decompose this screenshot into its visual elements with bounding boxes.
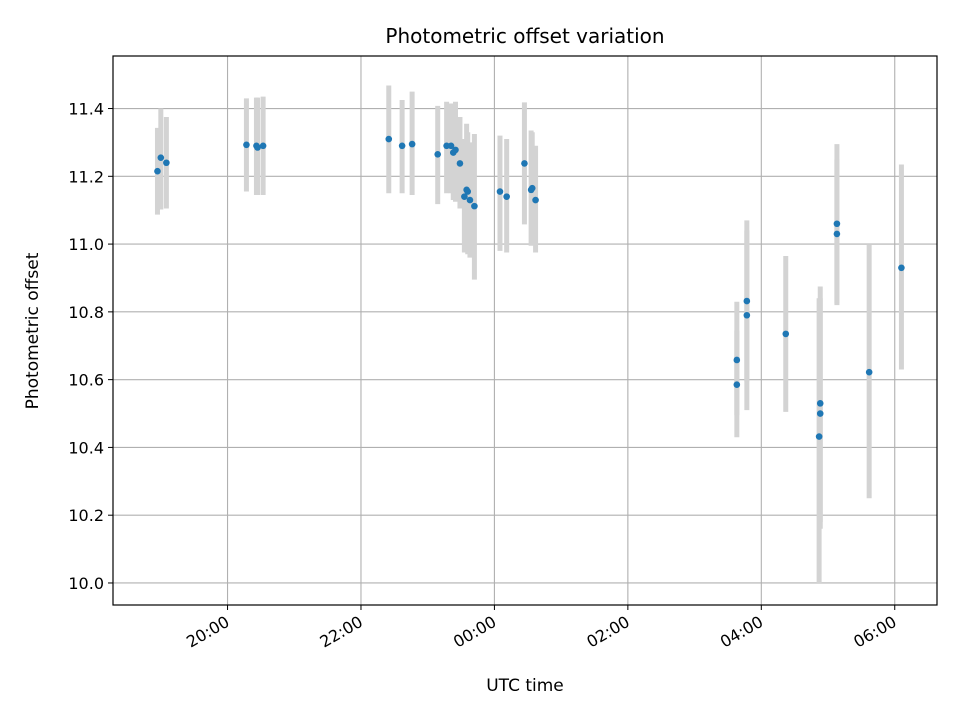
y-tick-label: 10.0 bbox=[68, 574, 104, 593]
data-point bbox=[456, 160, 464, 167]
data-point bbox=[157, 154, 165, 161]
data-point bbox=[452, 146, 459, 154]
data-point bbox=[398, 142, 406, 150]
y-tick-label: 10.4 bbox=[68, 438, 104, 457]
data-point bbox=[471, 202, 478, 210]
data-point bbox=[461, 193, 468, 200]
data-point bbox=[782, 330, 790, 338]
data-point bbox=[833, 220, 841, 228]
data-point bbox=[898, 264, 905, 272]
data-point bbox=[163, 159, 170, 167]
data-point bbox=[743, 297, 751, 305]
y-tick-label: 11.0 bbox=[68, 235, 104, 254]
data-point bbox=[464, 188, 472, 195]
y-tick-label: 10.2 bbox=[68, 506, 104, 525]
data-point bbox=[528, 184, 536, 192]
data-point bbox=[743, 311, 751, 319]
y-tick-label: 11.2 bbox=[68, 167, 104, 186]
data-point bbox=[816, 400, 824, 407]
data-point bbox=[532, 196, 539, 204]
data-point bbox=[833, 230, 841, 238]
x-axis-label: UTC time bbox=[486, 676, 564, 696]
data-point bbox=[733, 381, 741, 389]
plot-frame bbox=[112, 55, 938, 606]
data-point bbox=[733, 356, 741, 364]
data-point bbox=[447, 142, 455, 150]
data-point bbox=[408, 140, 416, 148]
y-axis: 10.0 10.2 10.4 10.6 10.8 11.0 11.2 11.4 bbox=[68, 100, 113, 593]
chart-title: Photometric offset variation bbox=[385, 24, 664, 48]
y-axis-label: Photometric offset bbox=[23, 252, 43, 409]
data-point bbox=[815, 433, 823, 440]
data-point bbox=[816, 410, 824, 417]
data-point bbox=[865, 368, 873, 376]
data-point bbox=[259, 142, 267, 150]
data-point bbox=[385, 135, 393, 143]
data-point bbox=[521, 160, 528, 167]
data-point bbox=[243, 141, 250, 149]
y-tick-label: 10.8 bbox=[68, 303, 104, 322]
y-tick-label: 10.6 bbox=[68, 371, 104, 390]
y-tick-label: 11.4 bbox=[68, 100, 104, 119]
data-point bbox=[496, 188, 504, 195]
data-point bbox=[503, 193, 510, 200]
data-point bbox=[434, 150, 442, 158]
data-point bbox=[254, 144, 261, 151]
data-points bbox=[154, 135, 905, 440]
data-point bbox=[466, 196, 474, 204]
data-point bbox=[154, 167, 161, 175]
